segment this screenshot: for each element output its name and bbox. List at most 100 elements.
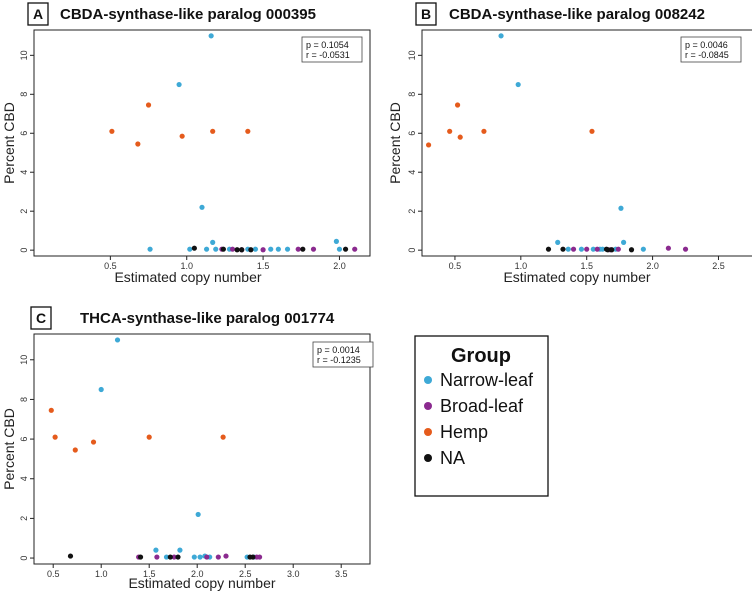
panel-a-x-tick-label: 0.5 [104, 261, 117, 271]
panel-a-point-narrow-leaf [208, 33, 214, 39]
panel-c-point-na [175, 554, 181, 560]
panel-a-point-narrow-leaf [275, 246, 281, 252]
panel-c-stats-box [312, 341, 374, 368]
panel-c-point-broad-leaf [215, 554, 221, 560]
panel-a-point-hemp [135, 141, 141, 147]
legend-items: Narrow-leaf Broad-leaf Hemp NA [424, 370, 534, 468]
panel-a-x-tick-label: 1.0 [180, 261, 193, 271]
panel-b-point-broad-leaf [570, 246, 577, 252]
panel-a-y-tick-label: 0 [19, 248, 29, 253]
panel-c-x-tick-label: 2.5 [239, 569, 252, 579]
panel-c-point-narrow-leaf [98, 386, 104, 393]
panel-c-y-tick-label: 2 [19, 516, 29, 521]
panel-c-y-axis-label: Percent CBD [1, 408, 17, 490]
panel-c-point-hemp [72, 447, 78, 453]
panel-b-point-hemp [481, 128, 487, 134]
panel-a-y-axis-label: Percent CBD [1, 102, 17, 184]
panel-b-point-na [605, 247, 611, 253]
panel-c-point-na [137, 554, 144, 560]
panel-a-y-tick-label: 8 [19, 92, 29, 97]
panel-b-point-broad-leaf [665, 245, 672, 251]
panel-a-ticks: 0.5 1.0 1.5 2.0 0 2 4 6 8 10 [19, 50, 346, 271]
panel-c-letter: C [36, 310, 46, 326]
panel-b-x-tick-label: 0.5 [449, 261, 462, 271]
panel-b-point-narrow-leaf [621, 239, 627, 245]
panel-b-x-tick-label: 2.0 [646, 261, 659, 271]
panel-b-point-hemp [425, 142, 432, 148]
panel-b-point-narrow-leaf [565, 246, 571, 252]
panel-c-point-narrow-leaf [114, 337, 121, 343]
panel-b-point-broad-leaf [682, 246, 689, 252]
panel-b-point-hemp [447, 128, 453, 134]
panel-a-p-value: p = 0.1054 [306, 40, 349, 50]
panel-b-letter: B [421, 6, 431, 22]
legend-marker-na [424, 454, 432, 462]
panel-a-x-tick-label: 1.5 [257, 261, 270, 271]
panel-a-point-narrow-leaf [213, 246, 219, 252]
panel-a-stats-box [301, 36, 363, 63]
panel-c-point-na [167, 554, 173, 560]
panel-c-point-hemp [52, 434, 58, 440]
panel-a-y-tick-label: 2 [19, 209, 29, 214]
panel-b-x-tick-label: 1.5 [580, 261, 593, 271]
panel-c-y-tick-label: 0 [19, 556, 29, 561]
legend-title: Group [451, 345, 511, 367]
panel-c-x-tick-label: 3.0 [287, 569, 300, 579]
legend-label-narrow-leaf: Narrow-leaf [440, 370, 534, 390]
panel-a-point-narrow-leaf [333, 238, 339, 244]
panel-b-y-tick-label: 0 [407, 248, 417, 253]
panel-c-x-axis-label: Estimated copy number [128, 575, 275, 591]
panel-a-point-na [191, 245, 197, 251]
panel-b-x-tick-label: 1.0 [515, 261, 528, 271]
panel-a-point-narrow-leaf [336, 246, 343, 252]
panel-c-point-na [250, 554, 256, 560]
legend-marker-hemp [424, 428, 432, 436]
panel-b-y-axis-label: Percent CBD [387, 102, 403, 184]
panel-a-point-narrow-leaf [176, 81, 182, 88]
panel-c-point-narrow-leaf [191, 554, 197, 560]
panel-a-letter: A [33, 6, 43, 22]
panel-a-y-tick-label: 6 [19, 131, 29, 136]
panel-a-point-broad-leaf [229, 246, 236, 252]
panel-a-x-tick-label: 2.0 [333, 261, 346, 271]
panel-a-letter-box [27, 2, 49, 26]
panel-c-point-hemp [146, 434, 152, 440]
panel-b-p-value: p = 0.0046 [685, 40, 728, 50]
panel-b-point-broad-leaf [594, 246, 600, 252]
panel-a-point-hemp [109, 128, 115, 134]
panel-c-plot-frame [33, 333, 371, 565]
panel-b-y-tick-label: 10 [407, 50, 417, 60]
panel-a-point-narrow-leaf [252, 246, 259, 252]
panel-a-x-axis-label: Estimated copy number [114, 269, 261, 285]
panel-a-y-tick-label: 10 [19, 50, 29, 60]
panel-c-point-narrow-leaf [197, 554, 203, 560]
panel-c-point-hemp [48, 407, 54, 413]
panel-b-point-hemp [589, 128, 595, 134]
panel-a-point-na [239, 247, 245, 253]
panel-a-point-na [300, 246, 306, 252]
panel-c-point-narrow-leaf [195, 511, 201, 518]
panel-a-point-hemp [179, 133, 185, 139]
panel-b-point-narrow-leaf [618, 205, 624, 211]
legend-marker-broad-leaf [424, 402, 432, 410]
panel-c-y-tick-label: 4 [19, 476, 29, 481]
panel-b: B CBDA-synthase-like paralog 008242 0.5 1… [387, 2, 752, 285]
legend-label-broad-leaf: Broad-leaf [440, 396, 524, 416]
panel-c-point-hemp [90, 439, 97, 445]
panel-b-point-narrow-leaf [498, 33, 504, 39]
panel-a-point-broad-leaf [352, 246, 358, 252]
panel-c-x-tick-label: 2.0 [191, 569, 204, 579]
panel-a-title: CBDA-synthase-like paralog 000395 [60, 6, 316, 23]
panel-b-x-tick-label: 2.5 [712, 261, 725, 271]
panel-b-x-axis-label: Estimated copy number [503, 269, 650, 285]
panel-c-point-narrow-leaf [153, 547, 159, 553]
panel-c-point-broad-leaf [171, 554, 177, 560]
panel-b-y-tick-label: 4 [407, 170, 417, 175]
panel-c-point-broad-leaf [257, 554, 263, 560]
panel-a-points [109, 33, 358, 253]
panel-b-ticks: 0.5 1.0 1.5 2.0 2.5 0 2 4 6 8 10 [407, 50, 725, 271]
panel-b-letter-box [415, 2, 437, 26]
legend-marker-narrow-leaf [424, 376, 432, 384]
panel-c-y-tick-label: 8 [19, 397, 29, 402]
